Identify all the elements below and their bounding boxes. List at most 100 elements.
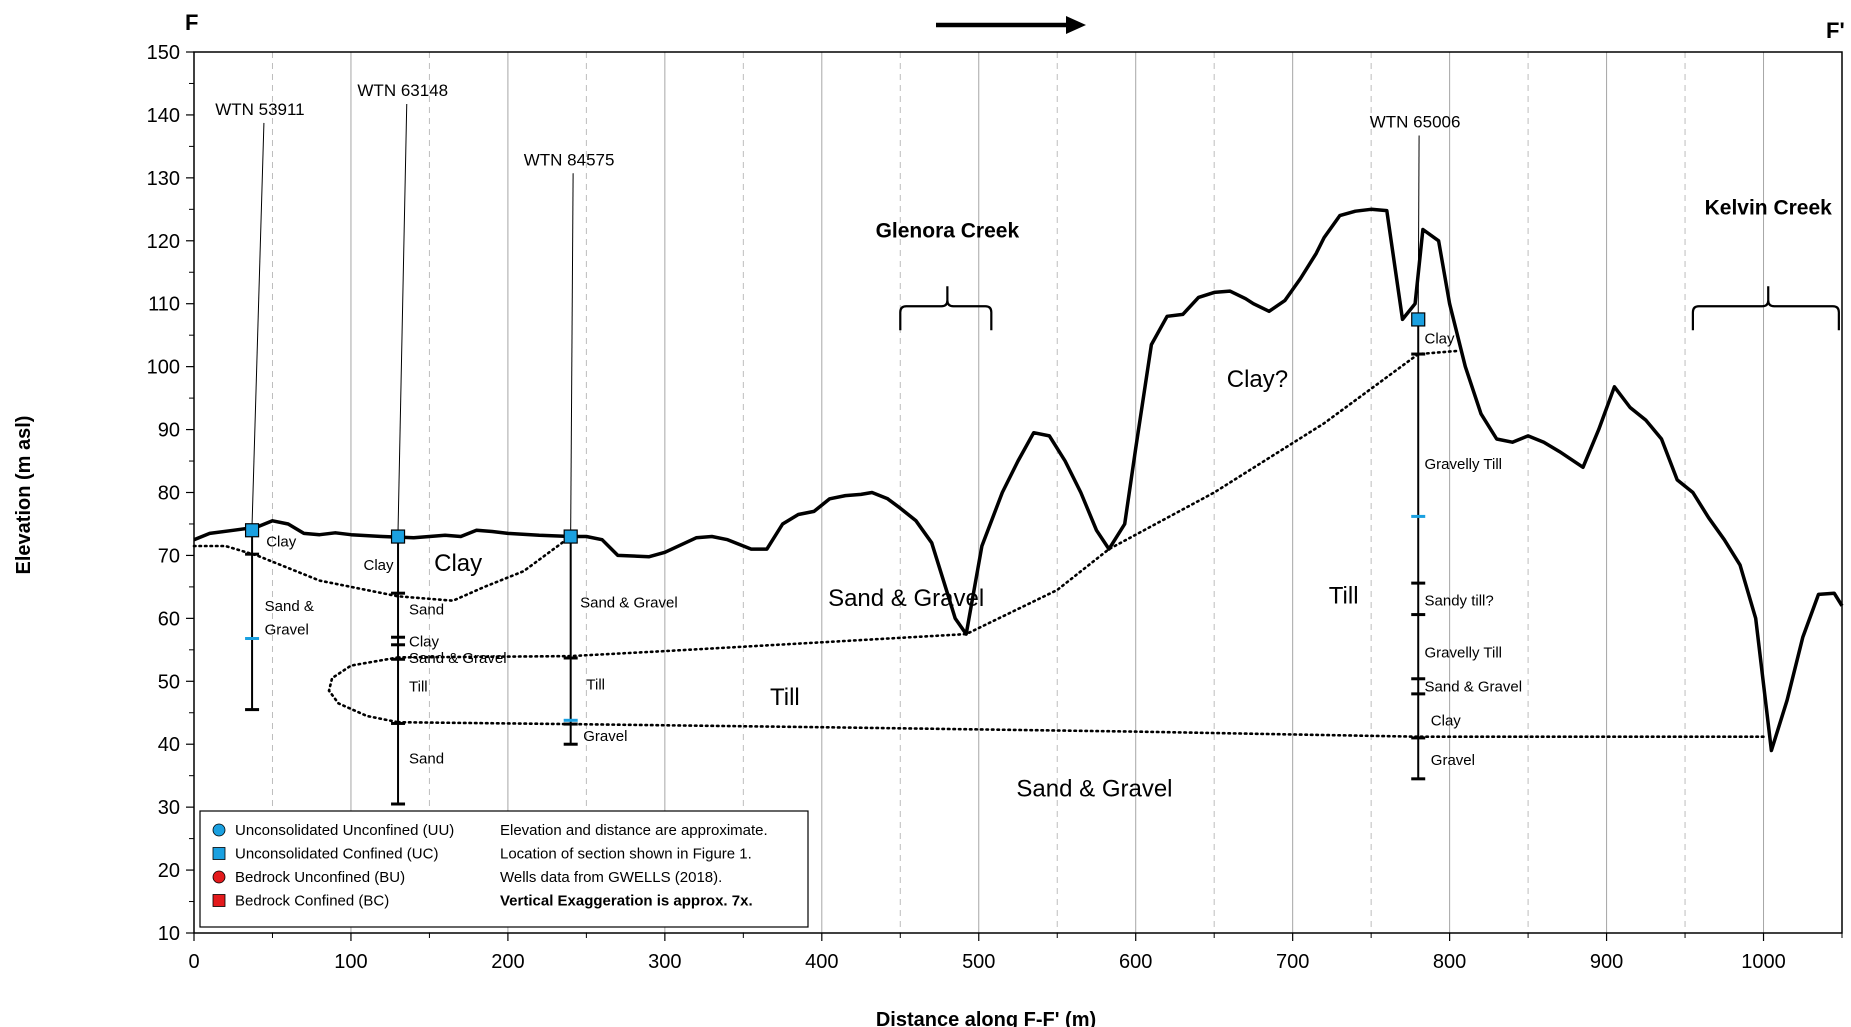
- y-axis-title: Elevation (m asl): [13, 416, 35, 575]
- y-tick-label: 10: [158, 923, 180, 945]
- direction-arrow-icon: [936, 16, 1086, 34]
- well-interval-label: Gravel: [583, 728, 627, 745]
- well-interval-label: Gravelly Till: [1425, 456, 1503, 473]
- legend-circle-marker: [212, 870, 226, 884]
- unit-label: Sand & Gravel: [828, 585, 984, 612]
- creeks: Glenora Creek Kelvin Creek: [876, 196, 1840, 331]
- well-leader-line: [251, 122, 265, 525]
- x-tick-label: 0: [188, 951, 199, 973]
- well-marker-square: [563, 529, 578, 544]
- legend-circle-marker: [212, 823, 226, 837]
- well-interval-label: Sand & Gravel: [1425, 678, 1523, 695]
- y-tick-label: 120: [147, 231, 180, 253]
- unit-label: Clay?: [1227, 366, 1288, 393]
- well-interval-label: Sand & Gravel: [409, 650, 507, 667]
- section-start-label: F: [185, 10, 198, 35]
- legend-entry-label: Unconsolidated Confined (UC): [235, 846, 438, 863]
- x-axis-ticks: 0 100 200 300 400 500 600 700 800 900 1000: [188, 933, 1843, 973]
- legend-entry-label: Unconsolidated Unconfined (UU): [235, 822, 454, 839]
- geologic-contacts: [192, 349, 1765, 738]
- x-tick-label: 400: [805, 951, 838, 973]
- x-tick-label: 800: [1433, 951, 1466, 973]
- well-name-label: WTN 63148: [357, 81, 448, 100]
- legend-note: Elevation and distance are approximate.: [500, 822, 768, 839]
- clay-base-contact: [192, 535, 572, 603]
- well-interval-label: Sand & Gravel: [580, 595, 678, 612]
- legend-entry-label: Bedrock Confined (BC): [235, 893, 389, 910]
- gridlines: [271, 52, 1765, 933]
- legend-note: Wells data from GWELLS (2018).: [500, 869, 722, 886]
- y-tick-label: 20: [158, 860, 180, 882]
- till-base-contact: [396, 720, 1765, 738]
- well-marker-square: [1411, 312, 1426, 327]
- y-tick-label: 60: [158, 608, 180, 630]
- legend-square-marker: [212, 894, 226, 907]
- legend-square-marker: [212, 847, 226, 860]
- well-interval-label: Sandy till?: [1425, 593, 1494, 610]
- x-axis-title: Distance along F-F' (m): [876, 1009, 1096, 1027]
- well-marker-square: [390, 529, 406, 544]
- y-tick-label: 130: [147, 168, 180, 190]
- x-tick-label: 600: [1119, 951, 1152, 973]
- creek-brace: [1691, 286, 1840, 331]
- legend-entry-label: Bedrock Unconfined (BU): [235, 869, 405, 886]
- x-tick-label: 1000: [1741, 951, 1786, 973]
- ground-surface-line: [193, 207, 1844, 753]
- well-interval-label: Sand &: [265, 598, 314, 615]
- well-interval-label: Clay: [409, 634, 440, 651]
- y-tick-label: 90: [158, 420, 180, 442]
- well-wtn-53911: WTN 53911 Clay Sand & Gravel: [215, 100, 314, 712]
- y-tick-label: 40: [158, 734, 180, 756]
- well-leader-line: [570, 173, 574, 531]
- legend-note: Location of section shown in Figure 1.: [500, 846, 752, 863]
- well-interval-label: Clay: [266, 534, 297, 551]
- y-tick-label: 80: [158, 483, 180, 505]
- x-tick-label: 500: [962, 951, 995, 973]
- creek-kelvin-creek: Kelvin Creek: [1691, 196, 1840, 331]
- y-tick-label: 50: [158, 671, 180, 693]
- well-interval-label: Clay: [364, 557, 395, 574]
- creek-brace: [899, 286, 993, 331]
- x-tick-label: 900: [1590, 951, 1623, 973]
- well-interval-label: Clay: [1431, 712, 1462, 729]
- well-interval-label: Gravelly Till: [1425, 644, 1503, 661]
- y-tick-label: 70: [158, 545, 180, 567]
- well-interval-label: Clay: [1425, 330, 1456, 347]
- well-wtn-65006: WTN 65006 Clay Gravelly Till Sandy till? Gra…: [1370, 113, 1523, 781]
- unit-labels: Clay Sand & Gravel Clay? Till Till Sand & Gra…: [434, 366, 1358, 802]
- well-interval-label: Till: [586, 676, 605, 693]
- y-axis-ticks: 10 20 30 40 50 60 70 80 90 100 110 120 130 140 150: [147, 42, 194, 945]
- well-interval-label: Sand: [409, 602, 444, 619]
- well-interval-label: Gravel: [1431, 752, 1475, 769]
- y-tick-label: 150: [147, 42, 180, 64]
- unit-label: Clay: [434, 550, 482, 577]
- x-tick-label: 100: [334, 951, 367, 973]
- unit-label: Sand & Gravel: [1016, 775, 1172, 802]
- well-interval-label: Sand: [409, 751, 444, 768]
- y-tick-label: 140: [147, 105, 180, 127]
- sand-gravel-base-contact: [396, 349, 1459, 659]
- legend-box: [199, 810, 809, 928]
- well-name-label: WTN 65006: [1370, 113, 1461, 132]
- well-name-label: WTN 53911: [215, 100, 304, 119]
- creek-name-label: Glenora Creek: [876, 220, 1020, 243]
- creek-name-label: Kelvin Creek: [1705, 196, 1833, 219]
- x-tick-label: 200: [491, 951, 524, 973]
- creek-glenora-creek: Glenora Creek: [876, 220, 1020, 331]
- well-interval-label: Till: [409, 678, 428, 695]
- x-tick-label: 300: [648, 951, 681, 973]
- x-tick-label: 700: [1276, 951, 1309, 973]
- well-leader-line: [1417, 135, 1420, 314]
- unit-label: Till: [770, 684, 800, 711]
- legend-note: Vertical Exaggeration is approx. 7x.: [500, 893, 753, 910]
- legend: Unconsolidated Unconfined (UU) Unconsolid…: [199, 810, 809, 928]
- well-name-label: WTN 84575: [524, 150, 615, 169]
- y-tick-label: 100: [147, 357, 180, 379]
- unit-label: Till: [1329, 583, 1359, 610]
- section-end-label: F': [1826, 18, 1845, 43]
- y-tick-label: 30: [158, 797, 180, 819]
- well-marker-square: [244, 523, 260, 538]
